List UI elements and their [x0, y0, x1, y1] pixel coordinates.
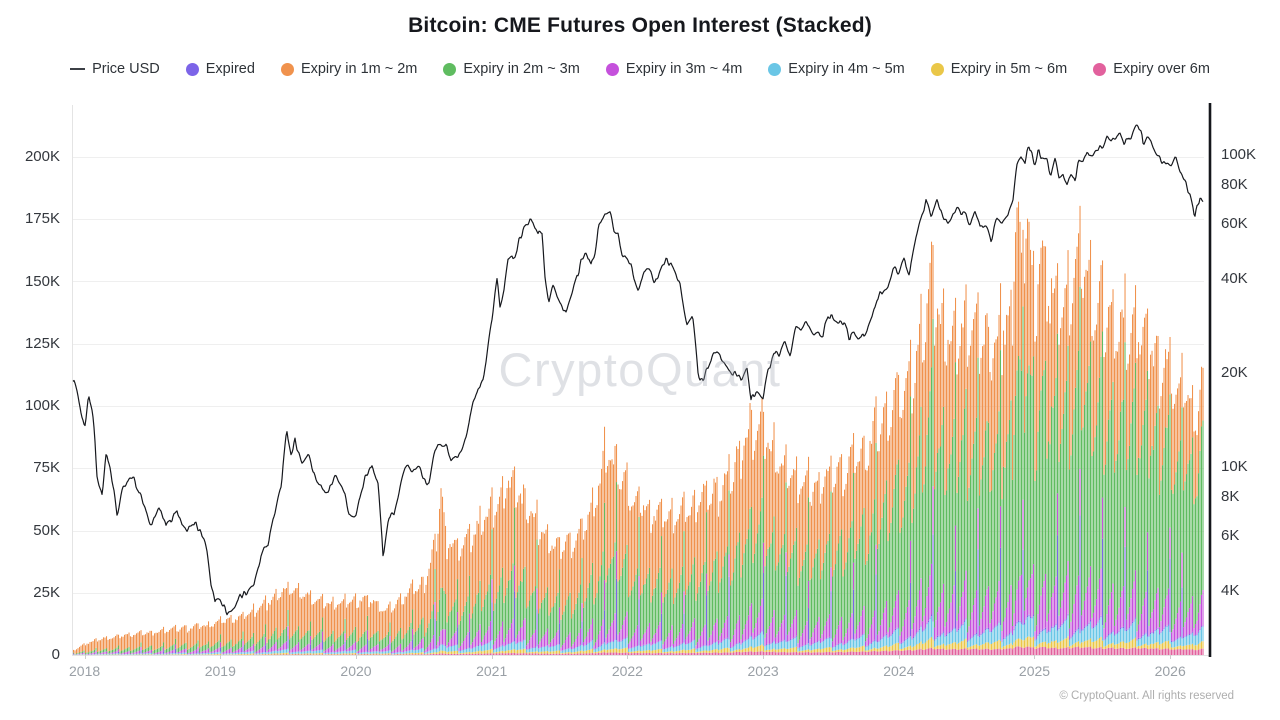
chart-legend: Price USD Expired Expiry in 1m ~ 2m Expiry … — [0, 61, 1280, 77]
series-dot-icon — [1093, 62, 1107, 76]
right-axis-tick-label: 40K — [1221, 270, 1248, 288]
series-dot-icon — [185, 62, 199, 76]
legend-label: Expiry in 3m ~ 4m — [625, 61, 743, 77]
right-axis-tick-label: 100K — [1221, 146, 1257, 163]
legend-label: Price USD — [92, 61, 160, 77]
x-axis-tick-label: 2018 — [69, 663, 101, 679]
legend-item-expiry-in-5m-6m[interactable]: Expiry in 5m ~ 6m — [930, 61, 1068, 77]
series-dot-icon — [605, 62, 619, 76]
left-axis-tick-label: 100K — [24, 397, 60, 414]
left-axis-tick-label: 25K — [33, 583, 60, 601]
left-axis-tick-label: 175K — [24, 210, 60, 228]
price-line-marker — [70, 68, 86, 70]
left-axis-tick-label: 200K — [24, 148, 60, 165]
x-axis-tick-label: 2026 — [1154, 663, 1186, 679]
legend-item-price-usd[interactable]: Price USD — [70, 61, 160, 77]
legend-label: Expiry in 4m ~ 5m — [788, 61, 905, 77]
legend-item-expiry-in-3m-4m[interactable]: Expiry in 3m ~ 4m — [605, 61, 743, 77]
right-axis-tick-label: 20K — [1221, 364, 1248, 382]
series-dot-icon — [930, 62, 944, 76]
legend-label: Expiry over 6m — [1113, 61, 1210, 77]
copyright-note: © CryptoQuant. All rights reserved — [1059, 690, 1234, 702]
chart-title: Bitcoin: CME Futures Open Interest (Stac… — [408, 14, 872, 37]
left-axis-tick-label: 50K — [33, 521, 60, 539]
legend-item-expired[interactable]: Expired — [185, 61, 255, 77]
x-axis-tick-label: 2021 — [476, 663, 508, 679]
left-axis-tick-label: 75K — [33, 459, 60, 477]
legend-item-expiry-in-2m-3m[interactable]: Expiry in 2m ~ 3m — [443, 61, 580, 77]
left-axis-tick-label: 150K — [24, 272, 60, 290]
legend-item-expiry-in-1m-2m[interactable]: Expiry in 1m ~ 2m — [280, 61, 418, 77]
x-axis-tick-label: 2022 — [611, 663, 643, 679]
series-dot-icon — [280, 62, 294, 76]
right-axis-tick-label: 80K — [1221, 176, 1248, 194]
right-axis-tick-label: 6K — [1221, 527, 1240, 545]
x-axis-tick-label: 2019 — [204, 663, 236, 679]
right-axis-tick-label: 4K — [1221, 582, 1240, 600]
left-axis-tick-label: 125K — [24, 334, 60, 352]
legend-item-expiry-in-4m-5m[interactable]: Expiry in 4m ~ 5m — [768, 61, 905, 77]
x-axis-tick-label: 2023 — [747, 663, 779, 679]
legend-label: Expiry in 5m ~ 6m — [950, 61, 1068, 77]
legend-label: Expiry in 2m ~ 3m — [463, 61, 580, 77]
x-axis-tick-label: 2024 — [883, 663, 915, 679]
series-dot-icon — [768, 62, 782, 76]
left-axis-tick-label: 0 — [51, 646, 60, 663]
right-axis-tick-label: 8K — [1221, 488, 1240, 506]
right-axis-tick-label: 10K — [1221, 458, 1248, 475]
legend-label: Expiry in 1m ~ 2m — [300, 61, 418, 77]
right-axis-tick-label: 60K — [1221, 215, 1248, 233]
series-dot-icon — [443, 62, 457, 76]
x-axis-tick-label: 2025 — [1018, 663, 1051, 679]
legend-label: Expired — [205, 61, 255, 77]
x-axis-tick-label: 2020 — [340, 663, 372, 679]
legend-item-expiry-over-6m[interactable]: Expiry over 6m — [1093, 61, 1210, 77]
